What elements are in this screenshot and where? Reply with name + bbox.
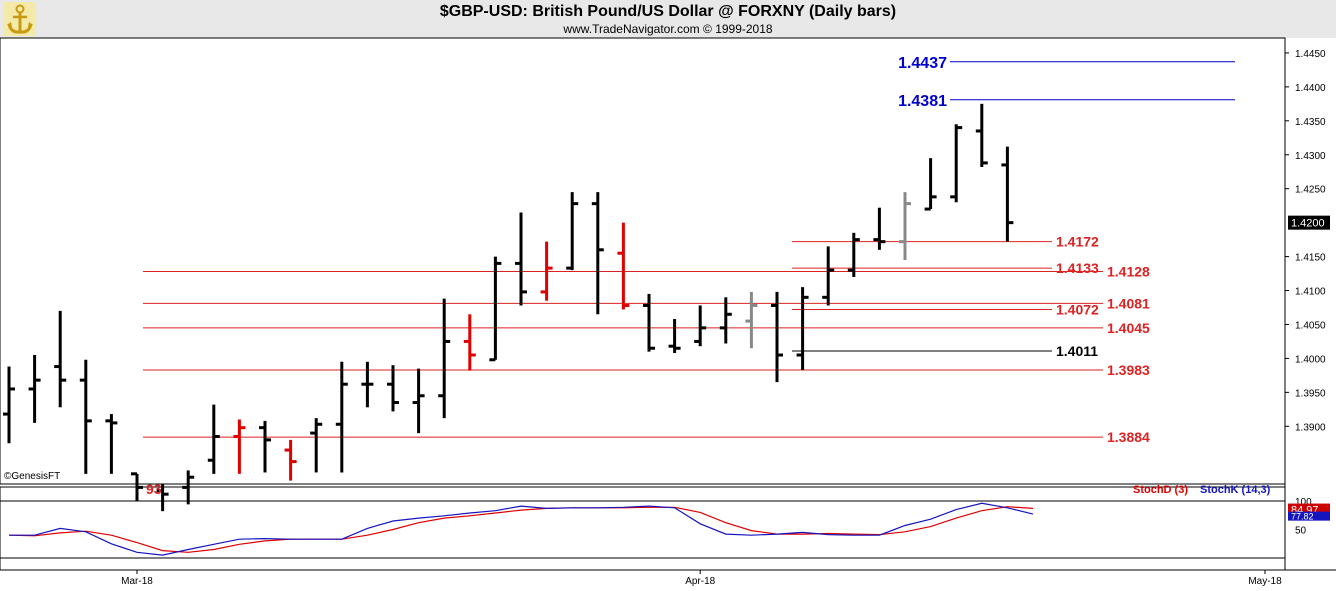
- price-tick-label: 1.4150: [1295, 253, 1326, 264]
- price-tick-label: 1.4400: [1295, 83, 1326, 94]
- price-tick-label: 1.4450: [1295, 49, 1326, 60]
- price-tick-label: 1.4050: [1295, 320, 1326, 331]
- axis-area: [1285, 38, 1336, 570]
- stochK-value-box: [1288, 511, 1330, 521]
- price-tick-label: 1.4300: [1295, 151, 1326, 162]
- level-label: 1.4437: [898, 55, 947, 72]
- chart-subtitle: www.TradeNavigator.com © 1999-2018: [563, 22, 773, 36]
- level-label: 1.4128: [1107, 264, 1150, 280]
- price-tick-label: 1.4250: [1295, 185, 1326, 196]
- price-tick-label: 1.4100: [1295, 287, 1326, 298]
- price-tick-label: 1.4350: [1295, 117, 1326, 128]
- level-label: 1.4172: [1056, 234, 1099, 250]
- level-label: 1.3884: [1107, 429, 1150, 445]
- level-label: 1.4072: [1056, 302, 1099, 318]
- time-label: Mar-18: [121, 576, 153, 587]
- legend-stochK: StochK (14,3): [1200, 484, 1271, 496]
- stochK-value-label: 77.82: [1291, 512, 1314, 522]
- watermark: ©GenesisFT: [4, 471, 60, 482]
- level-label: 1.4081: [1107, 295, 1150, 311]
- chart-title: $GBP-USD: British Pound/US Dollar @ FORX…: [439, 3, 897, 20]
- stoch-tick-label: 100: [1295, 497, 1312, 508]
- partial-level-label: 93: [146, 481, 162, 497]
- level-label: 1.4381: [898, 93, 947, 110]
- last-price-label: 1.4200: [1291, 218, 1325, 230]
- level-label: 1.4011: [1056, 343, 1098, 359]
- stoch-tick-label: 50: [1295, 526, 1307, 537]
- last-price-box: [1288, 215, 1330, 230]
- anchor-logo-icon: [4, 2, 36, 36]
- price-tick-label: 1.3950: [1295, 388, 1326, 399]
- level-label: 1.3983: [1107, 362, 1150, 378]
- legend-stochD: StochD (3): [1133, 484, 1188, 496]
- time-label: Apr-18: [685, 576, 715, 587]
- price-tick-label: 1.3900: [1295, 422, 1326, 433]
- title-bar: $GBP-USD: British Pound/US Dollar @ FORX…: [0, 0, 1336, 39]
- level-label: 1.4045: [1107, 320, 1150, 336]
- time-label: May-18: [1248, 576, 1282, 587]
- level-label: 1.4133: [1056, 260, 1099, 276]
- stochK-line: [9, 502, 1034, 556]
- price-tick-label: 1.4000: [1295, 354, 1326, 365]
